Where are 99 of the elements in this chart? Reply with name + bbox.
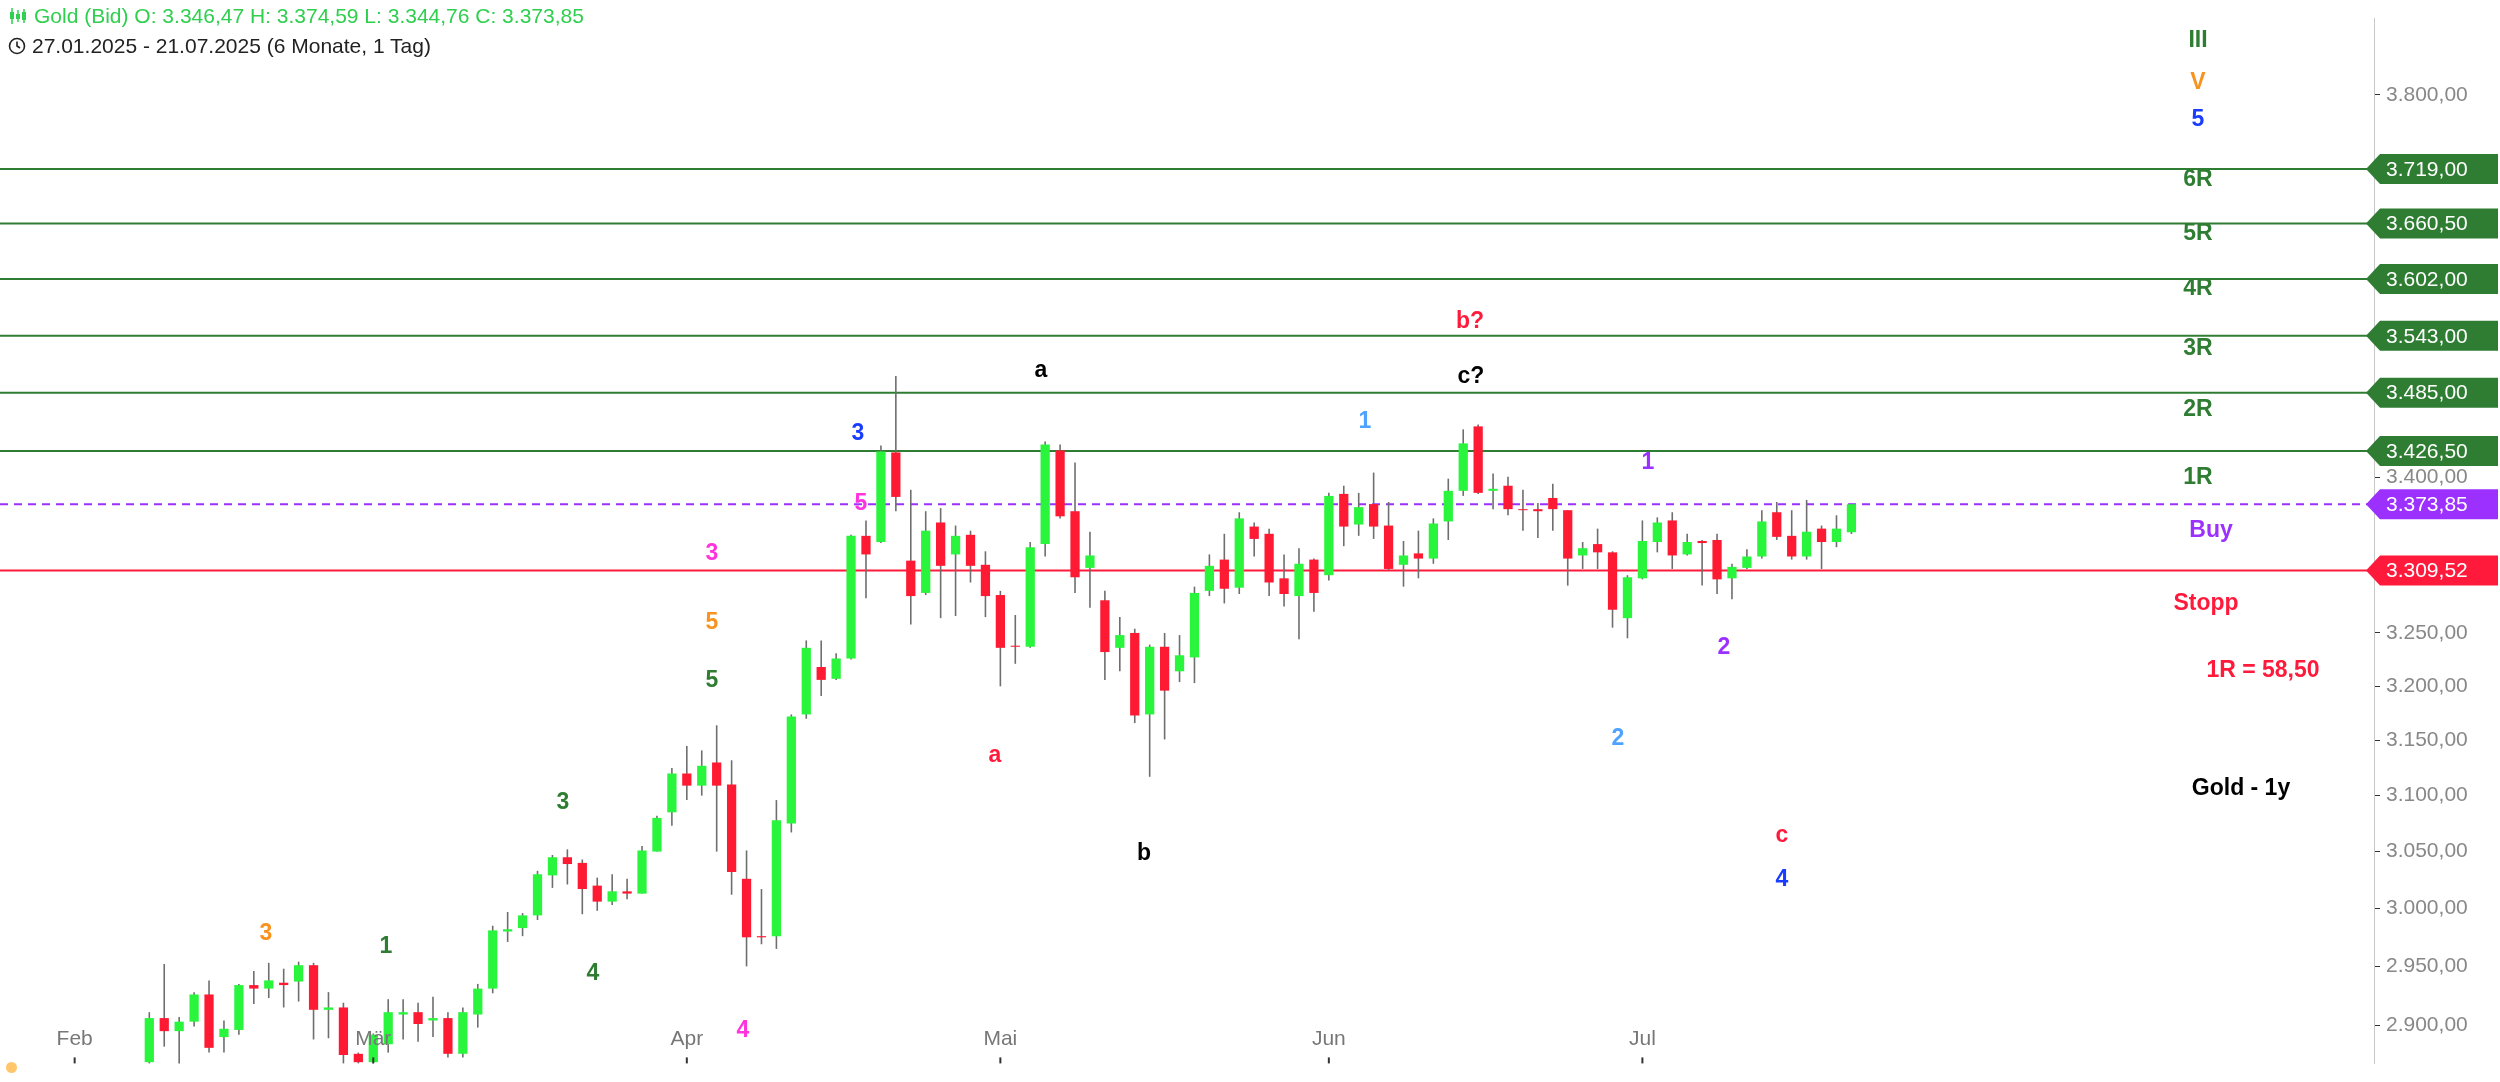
- annotation: 4: [1775, 865, 1789, 892]
- candlestick: [950, 524, 961, 617]
- ref-line-label: 3.485,00: [2386, 380, 2468, 404]
- annotation: c: [1775, 821, 1789, 848]
- candlestick: [249, 970, 259, 1005]
- candlestick: [1115, 616, 1125, 673]
- y-tick-label: 3.000,00: [2386, 895, 2468, 919]
- candlestick: [1727, 562, 1737, 601]
- annotation: b?: [1455, 307, 1485, 334]
- candlestick: [1742, 548, 1752, 570]
- annotation: 1R = 58,50: [2206, 656, 2320, 683]
- annotation: 4: [736, 1016, 750, 1043]
- x-tick-label: Mai: [983, 1026, 1018, 1050]
- annotation: 5: [705, 608, 719, 635]
- candlestick: [1174, 634, 1185, 683]
- candlestick: [1518, 489, 1528, 532]
- ref-line-label: 3.309,52: [2386, 558, 2468, 582]
- candlestick: [159, 963, 169, 1048]
- annotation: 5: [705, 666, 719, 693]
- text: 27.01.2025 - 21.07.2025 (6 Monate, 1 Tag): [32, 34, 431, 58]
- candlestick: [293, 960, 304, 1003]
- y-tick-label: 3.200,00: [2386, 673, 2468, 697]
- y-tick-label: 2.900,00: [2386, 1012, 2468, 1035]
- candlestick: [682, 745, 692, 801]
- y-tick-label: 3.400,00: [2386, 464, 2468, 488]
- y-tick-label: 3.100,00: [2386, 782, 2468, 806]
- ref-line-label: 3.660,50: [2386, 211, 2468, 235]
- annotation: c?: [1457, 362, 1485, 389]
- candlestick: [174, 1016, 184, 1065]
- ref-line-label: 3.373,85: [2386, 492, 2468, 516]
- candlestick: [712, 724, 722, 853]
- ref-line-label: 3.543,00: [2386, 323, 2468, 347]
- annotation: 2: [1611, 724, 1625, 751]
- x-tick-label: Apr: [670, 1026, 704, 1050]
- x-tick-label: Jun: [1311, 1026, 1346, 1050]
- ref-line-label: 3.426,50: [2386, 438, 2468, 462]
- annotation: 3: [851, 419, 865, 446]
- candlestick: [1533, 502, 1543, 539]
- candlestick: [1787, 509, 1797, 561]
- candlestick: [1398, 540, 1409, 588]
- annotation: 3: [705, 539, 719, 566]
- annotation: 1: [1641, 448, 1655, 475]
- annotation: 1: [1358, 407, 1372, 434]
- candlestick: [517, 912, 528, 937]
- x-tick-label: Jul: [1628, 1026, 1656, 1050]
- candlestick: [1503, 475, 1513, 517]
- candlestick: [1548, 482, 1558, 532]
- candlestick: [503, 911, 513, 943]
- y-tick-label: 3.800,00: [2386, 81, 2468, 105]
- candlestick: [547, 854, 558, 889]
- annotation: b: [1136, 839, 1152, 866]
- candlestick: [323, 991, 334, 1040]
- candlestick: [1249, 521, 1259, 558]
- candlestick: [607, 873, 617, 906]
- candlestick: [816, 639, 826, 697]
- annotation: Buy: [2189, 516, 2233, 543]
- chart-title: Gold (Bid) O: 3.346,47 H: 3.374,59 L: 3.344,76 C: 3.373,85: [34, 4, 584, 28]
- candlestick: [413, 1001, 423, 1043]
- annotation: 1R: [2183, 463, 2214, 490]
- y-tick-label: 3.050,00: [2386, 838, 2468, 862]
- y-tick-label: 3.250,00: [2386, 619, 2468, 643]
- annotation: III: [2188, 26, 2208, 53]
- annotation: 3: [259, 919, 273, 946]
- annotation: 5: [2191, 105, 2205, 132]
- annotation: a: [988, 741, 1002, 768]
- annotation: a: [1034, 356, 1048, 383]
- annotation: 3: [556, 788, 570, 815]
- candlestick: [1369, 471, 1379, 540]
- annotation: 1: [379, 932, 393, 959]
- ref-line-label: 3.602,00: [2386, 266, 2468, 290]
- annotation: Gold - 1y: [2191, 774, 2291, 801]
- annotation: V: [2190, 68, 2207, 95]
- candlestick: [1652, 516, 1662, 554]
- candlestick: [1354, 492, 1364, 537]
- candlestick: [398, 998, 408, 1041]
- candlestick: [1488, 472, 1498, 510]
- ref-line-label: 3.719,00: [2386, 156, 2468, 180]
- candlestick: [264, 962, 274, 999]
- annotation: 4: [586, 959, 600, 986]
- candlestick: [1682, 532, 1692, 557]
- candlestick: [428, 996, 438, 1038]
- candlestick: [622, 878, 632, 901]
- candlestick: [592, 876, 602, 912]
- annotation: 5: [854, 489, 868, 516]
- annotation: 2R: [2183, 395, 2214, 422]
- y-tick-label: 2.950,00: [2386, 953, 2468, 977]
- x-tick-label: Feb: [56, 1026, 93, 1050]
- y-tick-label: 3.150,00: [2386, 727, 2468, 751]
- candlestick: [562, 848, 572, 886]
- candlestick: [219, 1019, 229, 1054]
- annotation: 2: [1717, 633, 1731, 660]
- candlestick: [697, 749, 707, 797]
- candlestick: [831, 652, 841, 681]
- candlestick: [1085, 530, 1095, 609]
- candlestick: [1010, 614, 1020, 665]
- annotation: 3R: [2183, 334, 2214, 361]
- candlestick: [1578, 541, 1588, 570]
- annotation: Stopp: [2173, 589, 2239, 616]
- candlestick: [1831, 514, 1842, 548]
